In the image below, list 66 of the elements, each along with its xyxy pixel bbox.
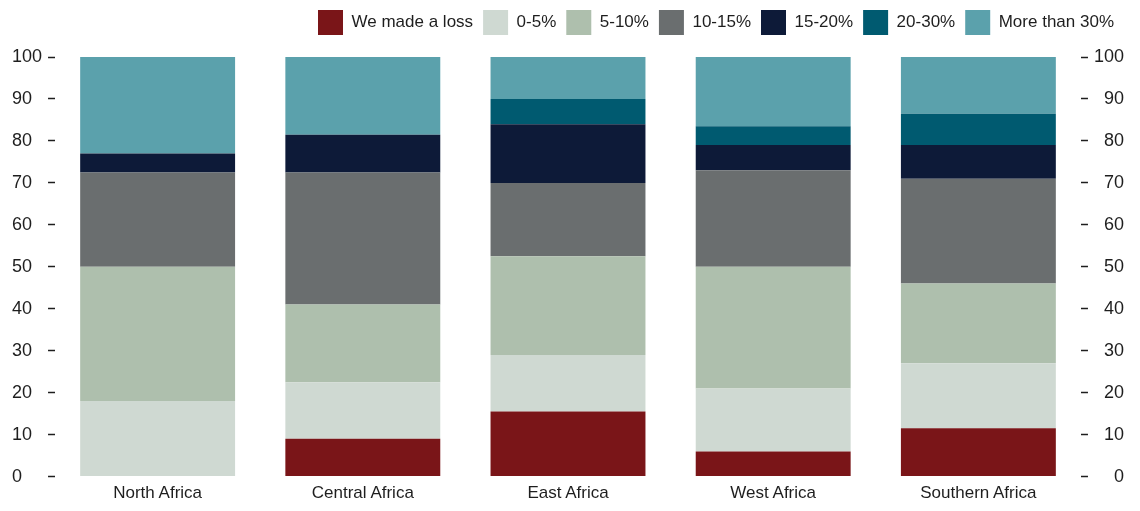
bar: [80, 172, 236, 267]
bar: [80, 266, 236, 402]
bar: [285, 57, 441, 135]
y-tick-label: 70: [12, 171, 33, 192]
bar: [695, 126, 851, 146]
bar: [695, 170, 851, 267]
bar: [490, 57, 646, 99]
legend-label: 5-10%: [599, 12, 649, 32]
y-tick-label: 90: [12, 87, 33, 108]
bar: [695, 145, 851, 171]
bar: [80, 153, 236, 173]
bar: [490, 98, 646, 125]
legend-label: 15-20%: [794, 12, 854, 32]
y2-tick-label: 30: [1103, 339, 1124, 360]
bar: [490, 354, 646, 412]
y-tick-label: 80: [12, 129, 33, 150]
y-tick-label: 50: [12, 255, 33, 276]
bar: [490, 124, 646, 183]
bar: [285, 304, 441, 383]
y2-tick-label: 70: [1103, 171, 1124, 192]
y-tick-label: 10: [12, 423, 33, 444]
y-tick-label: 0: [12, 465, 23, 486]
bar: [80, 401, 236, 477]
bar: [900, 428, 1056, 477]
bar: [80, 57, 236, 154]
x-tick-label: North Africa: [113, 483, 203, 503]
bar: [285, 172, 441, 305]
bar: [900, 145, 1056, 179]
y2-tick-label: 40: [1103, 297, 1124, 318]
y2-tick-label: 60: [1103, 213, 1124, 234]
y2-tick-label: 90: [1103, 87, 1124, 108]
y-tick-label: 60: [12, 213, 33, 234]
bar: [490, 182, 646, 257]
legend-label: 10-15%: [692, 12, 752, 32]
bar: [285, 134, 441, 173]
x-tick-label: Southern Africa: [920, 483, 1038, 503]
bar: [695, 266, 851, 389]
y2-tick-label: 0: [1113, 465, 1124, 486]
y-tick-label: 100: [12, 45, 43, 66]
bar: [490, 411, 646, 477]
legend-label: 20-30%: [896, 12, 956, 32]
x-tick-label: East Africa: [527, 483, 610, 503]
y2-tick-label: 50: [1103, 255, 1124, 276]
bar: [695, 57, 851, 127]
legend-label: We made a loss: [351, 12, 474, 32]
bar: [900, 57, 1056, 114]
bar: [285, 382, 441, 439]
bar: [695, 388, 851, 452]
x-tick-label: West Africa: [730, 483, 817, 503]
bar: [900, 283, 1056, 364]
bar: [900, 113, 1056, 146]
bar: [695, 451, 851, 477]
legend-label: More than 30%: [998, 12, 1115, 32]
y2-tick-label: 100: [1093, 45, 1124, 66]
bar: [490, 256, 646, 355]
bar: [900, 363, 1056, 429]
y2-tick-label: 80: [1103, 129, 1124, 150]
bar: [900, 178, 1056, 284]
legend-label: 0-5%: [516, 12, 557, 32]
y-tick-label: 40: [12, 297, 33, 318]
y2-tick-label: 10: [1103, 423, 1124, 444]
y-tick-label: 20: [12, 381, 33, 402]
bar: [285, 438, 441, 477]
y-tick-label: 30: [12, 339, 33, 360]
y2-tick-label: 20: [1103, 381, 1124, 402]
x-tick-label: Central Africa: [311, 483, 415, 503]
